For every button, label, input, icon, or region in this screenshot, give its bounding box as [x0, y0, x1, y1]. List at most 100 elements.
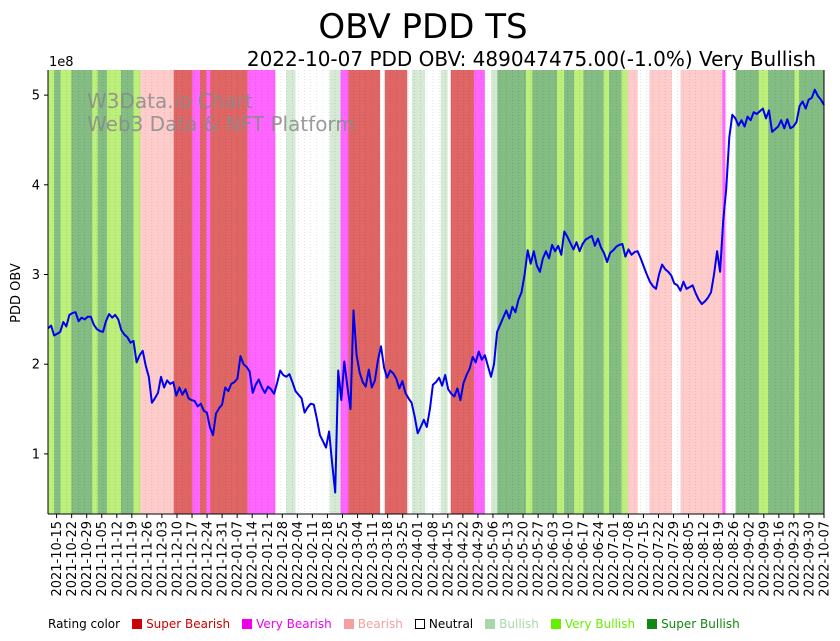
x-tick-label: 2022-07-29 [667, 521, 682, 597]
x-tick-label: 2022-05-20 [517, 521, 532, 597]
rating-band-19 [329, 70, 341, 514]
x-tick-label: 2021-10-15 [50, 521, 65, 597]
x-tick-label: 2022-01-28 [276, 521, 291, 597]
y-axis-label: PDD OBV [9, 263, 24, 323]
rating-band-20 [340, 70, 349, 514]
x-tick-label: 2021-11-26 [140, 521, 155, 597]
x-tick-label: 2022-05-13 [502, 521, 517, 597]
rating-band-21 [348, 70, 381, 514]
x-tick-label: 2022-06-10 [562, 521, 577, 597]
rating-band-36 [557, 70, 565, 514]
x-tick-label: 2022-08-19 [712, 521, 727, 597]
x-tick-label: 2022-04-15 [441, 521, 456, 597]
rating-legend: Rating color Super Bearish Very Bearish Be… [48, 617, 742, 631]
x-tick-label: 2022-07-08 [622, 521, 637, 597]
x-tick-label: 2022-02-11 [306, 521, 321, 597]
x-tick-label: 2022-03-04 [351, 521, 366, 597]
rating-band-30 [474, 70, 486, 514]
x-tick-label: 2022-01-07 [231, 521, 246, 597]
watermark-line-2: Web3 Data & NFT Platform [87, 112, 355, 136]
rating-bands [48, 70, 825, 514]
rating-band-47 [680, 70, 723, 514]
x-tick-label: 2022-03-18 [381, 521, 396, 597]
rating-band-27 [440, 70, 448, 514]
x-tick-label: 2022-06-17 [577, 521, 592, 597]
x-tick-label: 2022-01-21 [261, 521, 276, 597]
rating-band-42 [621, 70, 628, 514]
watermark: W3Data.io Chart Web3 Data & NFT Platform [87, 89, 355, 136]
x-tick-label: 2021-12-31 [216, 521, 231, 597]
legend-swatch-SBu [647, 619, 658, 629]
rating-band-39 [583, 70, 604, 514]
obv-series-line [47, 88, 825, 494]
x-tick-label: 2022-04-22 [456, 521, 471, 597]
rating-band-2 [60, 70, 72, 514]
x-tick-label: 2022-08-12 [697, 521, 712, 597]
rating-band-24 [407, 70, 413, 514]
x-tick-label: 2022-10-07 [818, 521, 833, 597]
legend-swatch-Be [343, 619, 354, 629]
rating-band-26 [425, 70, 441, 514]
x-tick-label: 2022-02-04 [291, 521, 306, 597]
rating-band-12 [200, 70, 207, 514]
x-tick-label: 2022-05-27 [532, 521, 547, 597]
rating-band-46 [671, 70, 681, 514]
legend-label-Be: Bearish [357, 617, 403, 631]
x-tick-label: 2022-07-01 [607, 521, 622, 597]
rating-band-0 [48, 70, 55, 514]
rating-band-3 [71, 70, 93, 514]
legend-swatch-VBe [242, 619, 253, 629]
rating-band-50 [735, 70, 760, 514]
legend-label-VBe: Very Bearish [256, 617, 332, 631]
x-tick-label: 2022-06-24 [592, 521, 607, 597]
rating-band-1 [54, 70, 61, 514]
y-multiplier: 1e8 [49, 55, 74, 70]
legend-label-Bu: Bullish [499, 617, 539, 631]
rating-band-17 [286, 70, 296, 514]
rating-band-7 [120, 70, 134, 514]
legend-label-VBu: Very Bullish [564, 617, 636, 631]
x-tick-label: 2022-07-15 [637, 521, 652, 597]
date-gridlines [47, 70, 825, 514]
rating-band-23 [384, 70, 408, 514]
x-tick-label: 2021-12-17 [186, 521, 201, 597]
rating-band-4 [92, 70, 98, 514]
x-tick-label: 2022-05-06 [486, 521, 501, 597]
x-tick-label: 2021-11-05 [95, 521, 110, 597]
rating-band-18 [295, 70, 330, 514]
x-tick-label: 2021-12-24 [201, 521, 216, 597]
legend-swatch-Bu [485, 619, 496, 629]
x-tick-label: 2021-12-03 [155, 521, 170, 597]
x-tick-label: 2022-06-03 [547, 521, 562, 597]
chart-title: OBV PDD TS [318, 7, 527, 47]
rating-band-52 [768, 70, 795, 514]
x-tick-label: 2022-09-30 [802, 521, 817, 597]
rating-band-45 [649, 70, 673, 514]
rating-band-38 [574, 70, 584, 514]
rating-band-49 [725, 70, 736, 514]
x-tick-label: 2022-01-14 [246, 521, 261, 597]
rating-band-37 [564, 70, 575, 514]
x-tick-label: 2022-09-16 [772, 521, 787, 597]
rating-band-8 [133, 70, 141, 514]
x-tick-label: 2022-02-18 [321, 521, 336, 597]
legend-swatch-N [414, 619, 425, 629]
x-tick-label: 2022-03-25 [396, 521, 411, 597]
rating-band-13 [206, 70, 211, 514]
x-tick-label: 2022-07-22 [652, 521, 667, 597]
x-tick-label: 2022-04-01 [411, 521, 426, 597]
rating-band-22 [380, 70, 386, 514]
x-tick-label: 2022-04-08 [426, 521, 441, 597]
rating-band-15 [247, 70, 276, 514]
rating-band-10 [173, 70, 193, 514]
rating-band-53 [794, 70, 800, 514]
rating-band-31 [484, 70, 492, 514]
rating-band-9 [140, 70, 175, 514]
x-tick-label: 2021-10-22 [65, 521, 80, 597]
legend-swatch-VBu [550, 619, 561, 629]
x-tick-label: 2022-09-09 [757, 521, 772, 597]
rating-band-5 [97, 70, 108, 514]
rating-band-34 [526, 70, 533, 514]
x-tick-label: 2022-08-26 [727, 521, 742, 597]
